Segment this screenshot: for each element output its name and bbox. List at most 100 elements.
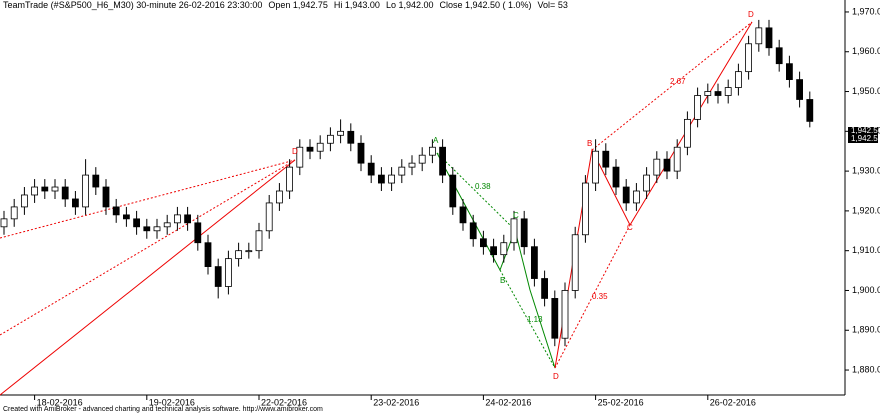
price-label-box xyxy=(848,127,878,135)
header: TeamTrade (#S&P500_H6_M30) 30-minute 26-… xyxy=(3,0,568,10)
candle-body xyxy=(714,91,722,96)
candle-body xyxy=(214,266,222,287)
candle-body xyxy=(735,71,742,88)
pattern-line xyxy=(554,224,631,369)
header-item: TeamTrade (#S&P500_H6_M30) 30-minute 26-… xyxy=(3,0,262,10)
pattern-label: D xyxy=(553,372,559,381)
candle-body xyxy=(531,246,538,279)
header-item: Open 1,942.75 xyxy=(268,0,328,10)
footer: Created with AmiBroker - advanced charti… xyxy=(3,406,323,413)
candle-body xyxy=(0,218,8,228)
pattern-label: D xyxy=(748,10,754,19)
x-tick-label: 25-02-2016 xyxy=(598,397,644,407)
candle-body xyxy=(286,166,294,192)
candle-body xyxy=(72,198,79,208)
candle-body xyxy=(224,258,232,287)
pattern-label: 0.35 xyxy=(592,292,608,301)
candle-body xyxy=(755,27,763,45)
candle-body xyxy=(102,186,110,208)
pattern-label: B xyxy=(587,139,592,148)
candle-body xyxy=(347,130,355,144)
candle-body xyxy=(367,162,375,176)
candle-body xyxy=(663,158,671,172)
candle-body xyxy=(388,174,396,184)
pattern-label: C xyxy=(513,211,519,220)
candle-body xyxy=(622,186,630,204)
candle-body xyxy=(245,250,253,253)
candle-body xyxy=(82,174,89,208)
y-tick-label: 1,950.0 xyxy=(852,86,880,96)
header-item: Vol= 53 xyxy=(538,0,568,10)
candle-body xyxy=(31,186,39,196)
candle-body xyxy=(459,206,467,224)
candle-body xyxy=(520,218,528,248)
y-tick-label: 1,960.0 xyxy=(852,46,880,56)
x-tick-label: 23-02-2016 xyxy=(373,397,419,407)
candle-body xyxy=(694,95,701,120)
y-tick-label: 1,910.0 xyxy=(852,245,880,255)
candle-body xyxy=(337,130,345,136)
candle-body xyxy=(20,194,28,208)
candle-body xyxy=(571,234,579,291)
pattern-label: 0.38 xyxy=(475,182,491,191)
candle-body xyxy=(806,99,814,122)
candle-body xyxy=(41,186,49,192)
candle-body xyxy=(306,146,314,152)
pattern-label: 2.67 xyxy=(670,77,686,86)
y-tick-label: 1,880.0 xyxy=(852,364,880,374)
candle-body xyxy=(684,118,691,148)
candle-body xyxy=(643,174,650,192)
candle-body xyxy=(133,218,141,228)
y-tick-label: 1,970.0 xyxy=(852,6,880,16)
pattern-label: D xyxy=(292,147,298,156)
candle-body xyxy=(153,226,161,232)
candle-body xyxy=(377,174,385,184)
candle-body xyxy=(184,214,192,224)
pattern-line xyxy=(0,159,296,396)
candle-body xyxy=(745,43,752,73)
pattern-label: B xyxy=(500,276,505,285)
candle-body xyxy=(724,87,732,96)
x-tick-label: 19-02-2016 xyxy=(149,397,195,407)
candle-body xyxy=(398,166,406,176)
candle-body xyxy=(541,278,548,299)
pattern-label: C xyxy=(627,223,633,232)
candle-body xyxy=(418,154,426,164)
price-label-box xyxy=(848,135,878,143)
candle-body xyxy=(235,250,243,260)
price-label: 1,942.5 xyxy=(851,134,878,143)
pattern-line xyxy=(436,152,556,369)
pattern-line xyxy=(0,159,296,239)
candle-body xyxy=(633,190,640,204)
candle-body xyxy=(796,79,803,100)
candle-body xyxy=(143,226,151,232)
candle-body xyxy=(469,222,477,240)
x-tick-label: 18-02-2016 xyxy=(37,397,83,407)
candle-body xyxy=(173,214,181,224)
candle-body xyxy=(551,298,559,339)
candle-body xyxy=(592,150,599,184)
candle-body xyxy=(265,202,273,232)
candle-body xyxy=(786,63,793,80)
pattern-line xyxy=(499,269,556,369)
candle-body xyxy=(439,146,447,176)
candle-body xyxy=(408,162,416,168)
candle-body xyxy=(357,142,365,164)
price-label: 1,942.5 xyxy=(851,126,878,135)
candle-body xyxy=(612,166,620,188)
candle-body xyxy=(775,47,783,65)
candle-body xyxy=(51,186,59,192)
candle-body xyxy=(163,222,171,228)
candle-body xyxy=(316,142,324,152)
header-item: Hi 1,943.00 xyxy=(334,0,380,10)
candle-body xyxy=(92,174,100,188)
candle-body xyxy=(204,242,212,267)
pattern-line xyxy=(0,159,296,336)
candle-body xyxy=(479,238,487,248)
candle-body xyxy=(500,242,508,256)
candle-body xyxy=(704,91,712,96)
candle-body xyxy=(449,174,457,208)
candle-body xyxy=(112,206,120,216)
y-tick-label: 1,920.0 xyxy=(852,205,880,215)
